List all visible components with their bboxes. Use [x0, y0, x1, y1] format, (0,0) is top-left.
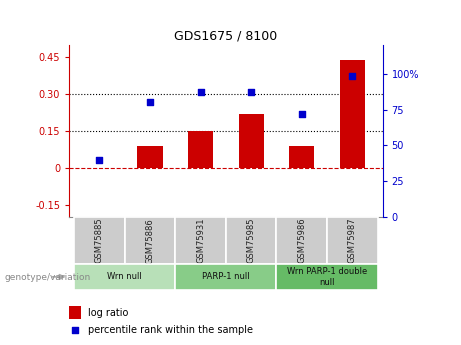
Bar — [188, 131, 213, 168]
Text: GSM75985: GSM75985 — [247, 218, 256, 263]
Text: Wrn PARP-1 double
null: Wrn PARP-1 double null — [287, 267, 367, 287]
Text: log ratio: log ratio — [88, 308, 129, 318]
Bar — [340, 60, 365, 168]
Title: GDS1675 / 8100: GDS1675 / 8100 — [174, 29, 278, 42]
Point — [146, 100, 154, 105]
Bar — [175, 217, 226, 264]
Bar — [277, 264, 378, 290]
Bar — [238, 114, 264, 168]
Text: GSM75931: GSM75931 — [196, 218, 205, 263]
Bar — [327, 217, 378, 264]
Bar — [74, 217, 125, 264]
Bar — [69, 306, 81, 319]
Text: GSM75886: GSM75886 — [146, 218, 154, 264]
Text: PARP-1 null: PARP-1 null — [202, 272, 250, 282]
Bar — [226, 217, 277, 264]
Text: GSM75986: GSM75986 — [297, 218, 306, 264]
Point — [96, 157, 103, 162]
Text: GSM75885: GSM75885 — [95, 218, 104, 264]
Text: genotype/variation: genotype/variation — [5, 273, 91, 282]
Point — [197, 90, 204, 95]
Bar — [277, 217, 327, 264]
Point — [349, 74, 356, 79]
Text: GSM75987: GSM75987 — [348, 218, 357, 264]
Point — [298, 111, 306, 117]
Bar — [74, 264, 175, 290]
Bar — [137, 146, 163, 168]
Point — [248, 90, 255, 95]
Bar — [125, 217, 175, 264]
Bar — [289, 146, 314, 168]
Bar — [175, 264, 277, 290]
Text: Wrn null: Wrn null — [107, 272, 142, 282]
Point — [71, 327, 79, 333]
Text: percentile rank within the sample: percentile rank within the sample — [88, 325, 253, 335]
